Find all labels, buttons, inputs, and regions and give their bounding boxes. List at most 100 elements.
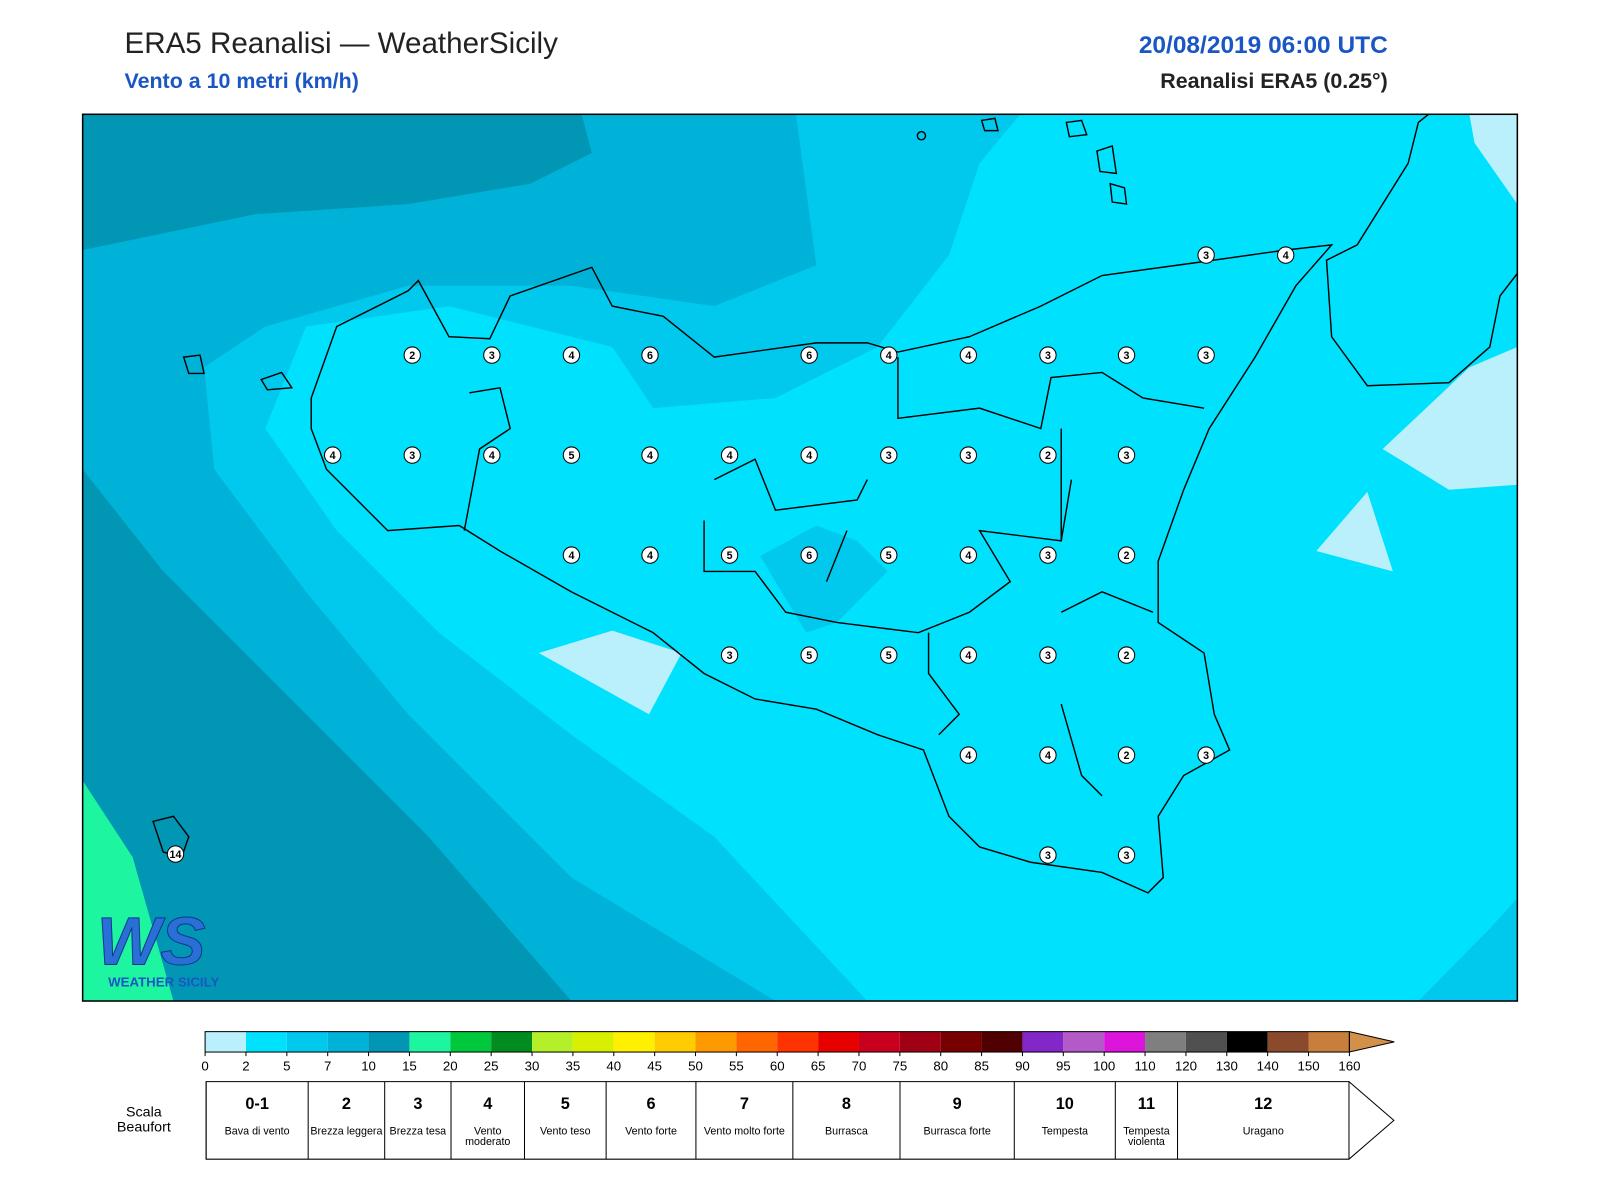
colorbar-segment bbox=[940, 1031, 982, 1053]
station-marker bbox=[800, 546, 818, 564]
station-value: 2 bbox=[1124, 650, 1130, 662]
station-marker bbox=[403, 446, 421, 464]
station-marker bbox=[562, 346, 581, 364]
colorbar-segment bbox=[532, 1031, 573, 1053]
station-value: 3 bbox=[1203, 750, 1209, 762]
colorbar-segment bbox=[409, 1031, 451, 1053]
beaufort-force: 6 bbox=[646, 1095, 655, 1113]
station-value: 2 bbox=[1124, 550, 1130, 562]
station-marker bbox=[1117, 446, 1136, 464]
station-marker bbox=[166, 845, 185, 863]
beaufort-label: Scala bbox=[126, 1104, 162, 1120]
beaufort-force: 9 bbox=[953, 1095, 962, 1113]
contour bbox=[538, 630, 682, 715]
datetime: 20/08/2019 06:00 UTC bbox=[1139, 32, 1388, 59]
coastline bbox=[152, 114, 1518, 894]
colorbar-tick-label: 60 bbox=[770, 1058, 785, 1073]
station-marker bbox=[1117, 546, 1136, 564]
station-value: 4 bbox=[1045, 750, 1051, 762]
beaufort-name-box: Burrasca forte bbox=[923, 1127, 990, 1137]
station-value: 4 bbox=[886, 350, 892, 362]
colorbar-tick-label: 35 bbox=[566, 1058, 581, 1073]
colorbar-segment bbox=[450, 1031, 492, 1053]
station-value: 4 bbox=[647, 450, 653, 462]
station-value: 3 bbox=[1045, 650, 1051, 662]
colorbar-tick-label: 15 bbox=[402, 1058, 417, 1073]
contour bbox=[1382, 346, 1518, 490]
beaufort-force: 10 bbox=[1056, 1095, 1074, 1113]
colorbar-tick-label: 50 bbox=[688, 1058, 703, 1073]
station-value: 3 bbox=[489, 350, 495, 362]
colorbar-tick-label: 55 bbox=[729, 1058, 744, 1073]
station-value: 3 bbox=[965, 450, 971, 462]
colorbar-segment bbox=[368, 1031, 410, 1053]
station-marker bbox=[1197, 346, 1215, 364]
station-marker bbox=[959, 446, 978, 464]
station-marker bbox=[880, 646, 898, 664]
colorbar-segment bbox=[613, 1031, 655, 1053]
beaufort-name: Uragano bbox=[1242, 1126, 1284, 1138]
station-value: 5 bbox=[886, 550, 892, 562]
station-marker bbox=[880, 446, 898, 464]
beaufort-force: 2 bbox=[342, 1095, 351, 1113]
station-value: 3 bbox=[1124, 850, 1130, 862]
colorbar-extension bbox=[1348, 1030, 1395, 1053]
station-value: 5 bbox=[568, 450, 574, 462]
station-value: 4 bbox=[965, 750, 971, 762]
station-value: 6 bbox=[647, 350, 653, 362]
beaufort-name: Vento forte bbox=[625, 1126, 677, 1138]
colorbar-tick-label: 130 bbox=[1216, 1058, 1238, 1073]
station-marker bbox=[1197, 246, 1215, 264]
colorbar-segment bbox=[654, 1031, 696, 1053]
colorbar-tick-label: 25 bbox=[484, 1058, 499, 1073]
colorbar-tick-label: 7 bbox=[324, 1058, 331, 1073]
beaufort-name-box: Tempesta bbox=[1042, 1127, 1088, 1137]
station-marker bbox=[1277, 246, 1295, 264]
colorbar-tick-label: 80 bbox=[933, 1058, 948, 1073]
colorbar-tick-label: 20 bbox=[443, 1058, 458, 1073]
station-value: 3 bbox=[1045, 850, 1051, 862]
colorbar-tick-label: 2 bbox=[242, 1058, 249, 1073]
colorbar-segment bbox=[572, 1031, 614, 1053]
colorbar-tick-label: 120 bbox=[1175, 1058, 1197, 1073]
colorbar-segment bbox=[899, 1031, 941, 1053]
stations: 2 3 4 6 6 4 4 3 3 3 3 4 4 3 4 5 4 4 4 3 3 2 3 4 4 5 6 5 4 3 2 3 5 5 4 3 2 4 4 2… bbox=[166, 246, 1295, 864]
station-value: 3 bbox=[1045, 550, 1051, 562]
colorbar-tick-label: 75 bbox=[892, 1058, 907, 1073]
station-value: 5 bbox=[727, 550, 733, 562]
station-value: 3 bbox=[1203, 350, 1209, 362]
station-value: 5 bbox=[886, 650, 892, 662]
beaufort-force: 0-1 bbox=[245, 1095, 269, 1113]
colorbar-segment bbox=[286, 1031, 328, 1053]
colorbar-tick-label: 85 bbox=[974, 1058, 989, 1073]
colorbar-tick-label: 65 bbox=[811, 1058, 826, 1073]
contour bbox=[760, 525, 888, 633]
station-value: 3 bbox=[727, 650, 733, 662]
station-marker bbox=[1117, 846, 1136, 864]
station-value: 4 bbox=[965, 550, 971, 562]
colorbar-tick-label: 40 bbox=[606, 1058, 621, 1073]
station-value: 4 bbox=[568, 550, 574, 562]
station-value: 4 bbox=[806, 450, 812, 462]
station-marker bbox=[562, 546, 581, 564]
beaufort-name-box: Tempesta violenta bbox=[1123, 1127, 1169, 1148]
map: WS WEATHER SICILY 2 3 4 6 6 4 4 3 3 33 44 3 4 5 4 4 4 3 3 2… bbox=[82, 114, 1518, 1002]
station-value: 4 bbox=[568, 350, 574, 362]
colorbar-segment bbox=[1063, 1031, 1105, 1053]
colorbar-tick-label: 160 bbox=[1338, 1058, 1360, 1073]
station-marker bbox=[720, 446, 739, 464]
colorbar-tick-label: 140 bbox=[1257, 1058, 1279, 1073]
colorbar-tick-label: 95 bbox=[1056, 1058, 1071, 1073]
beaufort-name: Vento molto forte bbox=[703, 1126, 785, 1138]
station-marker bbox=[959, 746, 978, 764]
beaufort-name: Brezza tesa bbox=[389, 1126, 447, 1138]
station-marker bbox=[800, 346, 818, 364]
contour bbox=[1316, 491, 1393, 572]
colorbar-tick-label: 0 bbox=[201, 1058, 208, 1073]
colorbar-segment bbox=[327, 1031, 369, 1053]
beaufort-name-box: Brezza leggera bbox=[310, 1127, 382, 1137]
station-value: 14 bbox=[170, 849, 182, 861]
map-frame bbox=[81, 113, 1519, 1002]
beaufort-name: Burrasca bbox=[824, 1126, 868, 1138]
colorbar-segment bbox=[695, 1031, 737, 1053]
